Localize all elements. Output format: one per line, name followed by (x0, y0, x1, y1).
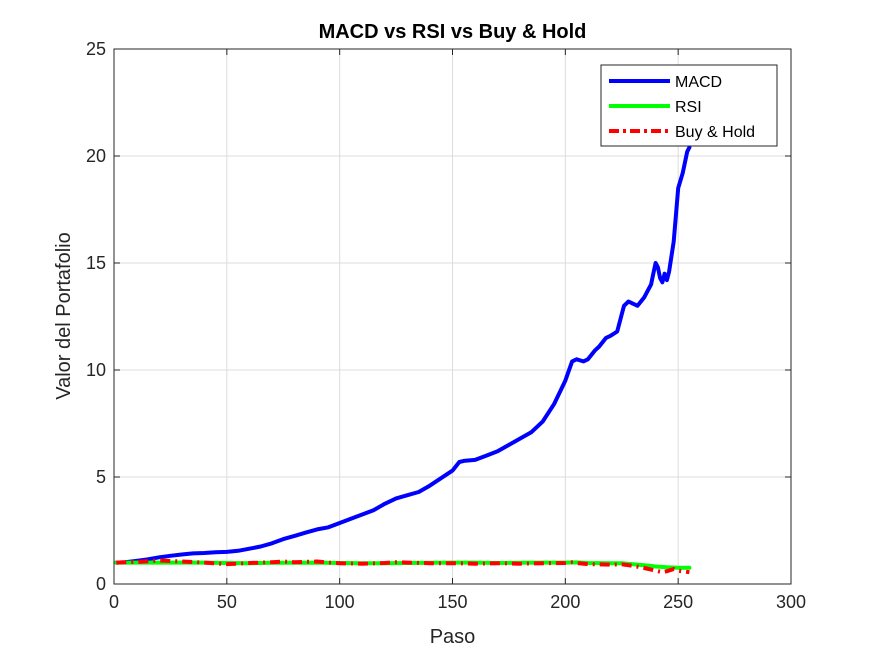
x-tick-label: 100 (325, 592, 355, 612)
x-tick-label: 300 (776, 592, 806, 612)
y-axis-label: Valor del Portafolio (53, 232, 75, 400)
y-tick-label: 20 (86, 146, 106, 166)
x-tick-label: 0 (109, 592, 119, 612)
x-tick-label: 250 (663, 592, 693, 612)
y-tick-label: 15 (86, 253, 106, 273)
x-tick-label: 200 (550, 592, 580, 612)
legend: MACD RSI Buy & Hold (600, 64, 778, 147)
y-tick-label: 0 (96, 574, 106, 594)
x-tick-label: 50 (217, 592, 237, 612)
y-tick-label: 25 (86, 39, 106, 59)
x-axis-label: Paso (430, 626, 476, 648)
y-tick-label: 10 (86, 360, 106, 380)
legend-label-rsi: RSI (675, 99, 702, 116)
legend-label-buy-hold: Buy & Hold (675, 124, 755, 141)
ticks (113, 48, 792, 585)
x-tick-label: 150 (437, 592, 467, 612)
chart-title: MACD vs RSI vs Buy & Hold (319, 21, 587, 43)
series-group (114, 145, 692, 575)
legend-label-macd: MACD (675, 74, 722, 91)
series-line-macd (114, 145, 692, 565)
tick-labels: 0 50 100 150 200 250 300 0 5 10 15 20 25 (86, 39, 806, 612)
y-tick-label: 5 (96, 467, 106, 487)
